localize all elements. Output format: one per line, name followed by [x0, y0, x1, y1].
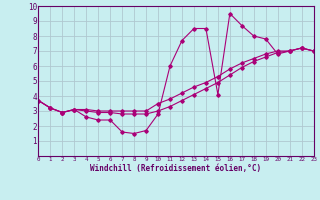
- X-axis label: Windchill (Refroidissement éolien,°C): Windchill (Refroidissement éolien,°C): [91, 164, 261, 173]
